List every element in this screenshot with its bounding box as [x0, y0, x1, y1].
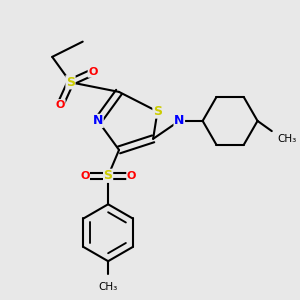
Text: CH₃: CH₃ [98, 281, 118, 292]
Text: O: O [80, 171, 89, 181]
Text: S: S [103, 169, 112, 182]
Text: N: N [93, 114, 103, 128]
Text: O: O [56, 100, 65, 110]
Text: S: S [66, 76, 75, 89]
Text: O: O [127, 171, 136, 181]
Text: N: N [174, 114, 184, 128]
Text: CH₃: CH₃ [278, 134, 297, 144]
Text: O: O [88, 67, 98, 77]
Text: S: S [153, 105, 162, 118]
